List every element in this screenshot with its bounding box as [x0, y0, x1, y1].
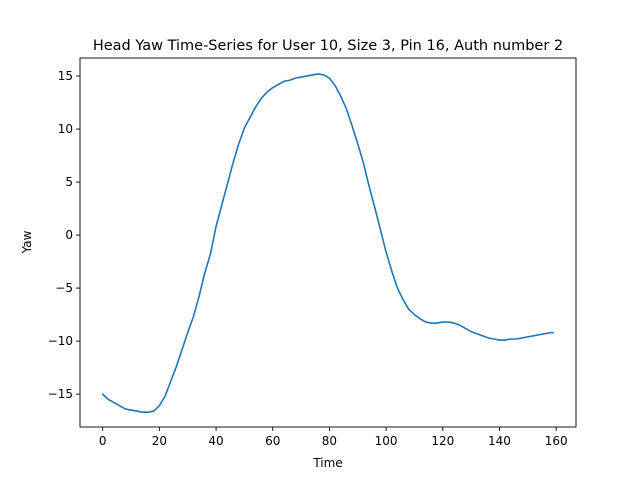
y-tick-label: −15	[48, 387, 73, 401]
y-tick-label: −5	[55, 281, 73, 295]
y-tick-label: −10	[48, 334, 73, 348]
y-tick-label: 5	[65, 175, 73, 189]
x-tick-label: 160	[545, 434, 568, 448]
x-tick-label: 40	[208, 434, 223, 448]
x-tick-label: 100	[375, 434, 398, 448]
x-tick-label: 140	[488, 434, 511, 448]
y-axis-ticks: −15 −10 −5 0 5 10 15	[48, 69, 80, 401]
chart-title: Head Yaw Time-Series for User 10, Size 3…	[93, 38, 563, 54]
x-axis-label: Time	[312, 456, 342, 470]
axes-frame	[79, 57, 577, 428]
x-tick-label: 0	[99, 434, 107, 448]
y-tick-label: 0	[65, 228, 73, 242]
x-tick-label: 80	[322, 434, 337, 448]
y-tick-label: 15	[58, 69, 73, 83]
y-axis-label: Yaw	[20, 230, 34, 254]
plot-area	[79, 57, 577, 428]
series-line-0	[101, 73, 555, 413]
x-tick-label: 20	[152, 434, 167, 448]
x-axis-ticks: 0 20 40 60 80 100 120 140 160	[99, 427, 568, 448]
x-tick-label: 120	[431, 434, 454, 448]
y-tick-label: 10	[58, 122, 73, 136]
x-tick-label: 60	[265, 434, 280, 448]
